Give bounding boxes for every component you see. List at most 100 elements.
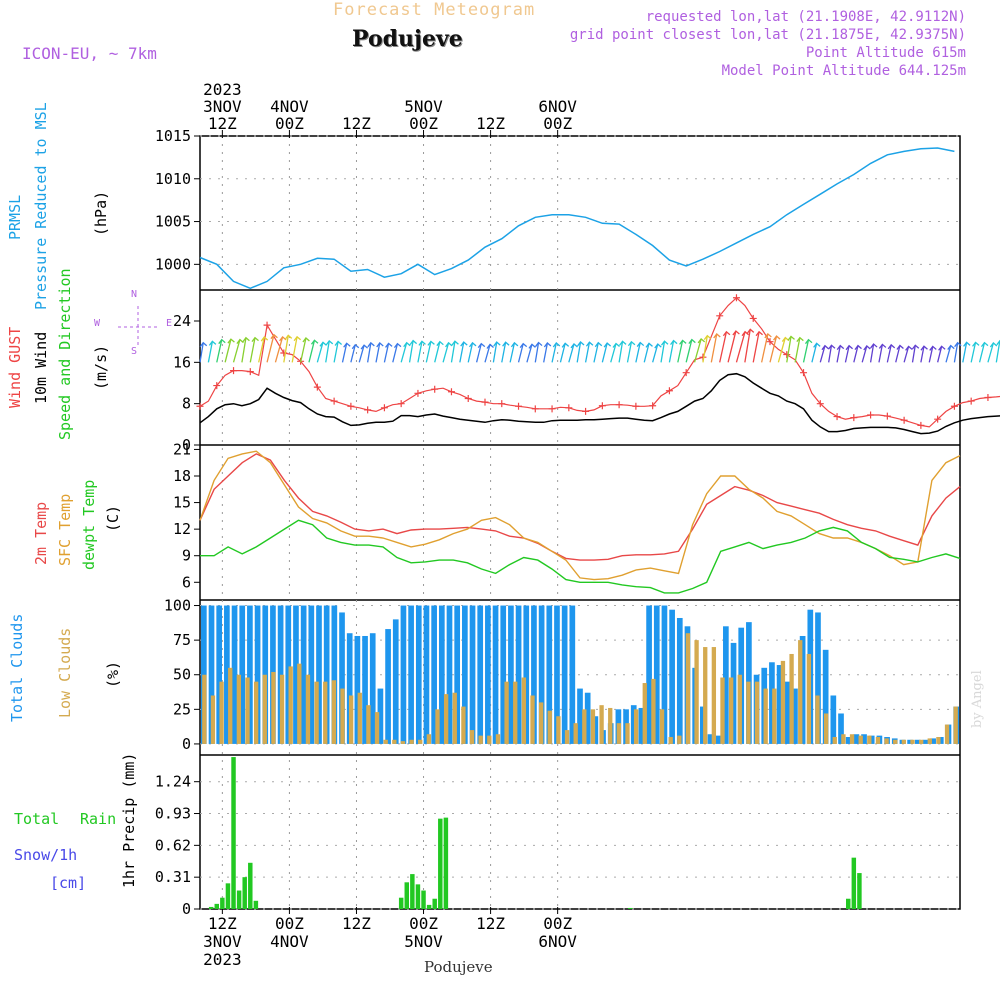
ylabel-2-5: 21 [173, 440, 191, 458]
wind-arrow [459, 341, 465, 363]
dewpt-label: dewpt Temp [80, 479, 98, 570]
wind-arrow [207, 341, 214, 363]
gust-marker [330, 397, 338, 405]
gust-marker [615, 401, 623, 409]
total-cloud-bar [224, 605, 230, 744]
low-cloud-bar [262, 674, 267, 744]
total-cloud-bar [438, 605, 445, 744]
low-cloud-bar [953, 706, 958, 744]
wind-arrow [367, 342, 372, 363]
precip-bar [438, 818, 443, 909]
low-cloud-bar [392, 739, 397, 744]
total-cloud-bar [699, 706, 706, 744]
gust-marker [313, 383, 321, 391]
total-cloud-bar [431, 605, 437, 744]
wind-arrow [777, 337, 786, 363]
low-cloud-bar [547, 710, 552, 744]
wind-arrow [425, 341, 432, 363]
wind-arrow [199, 342, 204, 363]
wind-arrow [559, 343, 566, 363]
time-bottom-label-4-0: 12Z [476, 914, 505, 933]
total-cloud-bar [423, 605, 430, 744]
gust-marker [230, 367, 238, 375]
precip-bar [857, 873, 862, 909]
low-cloud-bar [357, 692, 362, 744]
wind-arrow-head [773, 335, 781, 341]
precip-bar [851, 857, 857, 909]
low-cloud-bar [590, 709, 596, 744]
wind-arrow [392, 343, 399, 363]
gust-marker [850, 414, 858, 422]
temp2m-line [199, 453, 961, 561]
low-cloud-bar [703, 647, 708, 744]
requested-coords: requested lon,lat (21.1908E, 42.9112N) [645, 9, 966, 25]
wind-arrow-head [270, 333, 278, 340]
total-cloud-bar [500, 605, 507, 744]
wind-arrow-head [510, 341, 519, 348]
ylabel-1-2: 16 [173, 353, 191, 371]
total-cloud-bar [830, 695, 837, 744]
time-bottom-label-5-1: 6NOV [538, 932, 577, 951]
wind-arrow-head [619, 340, 627, 346]
pressure-line [199, 147, 955, 290]
wind-arrow-head [679, 339, 687, 345]
total-cloud-bar [815, 612, 821, 744]
wind-arrow [995, 340, 1000, 363]
wind-arrow-head [260, 336, 269, 342]
low-cloud-bar [918, 739, 924, 744]
total-cloud-bar [546, 605, 553, 744]
wind-arrow-head [746, 328, 755, 334]
gust-marker [833, 413, 841, 421]
total-label: Total [14, 810, 60, 828]
wind-arrow [752, 331, 760, 363]
low-cloud-bar [642, 683, 647, 744]
precip-bar [253, 900, 259, 909]
total-cloud-bar [316, 605, 322, 744]
precip-bar [443, 817, 449, 909]
wind-arrow [291, 336, 298, 363]
total-cloud-bar [592, 716, 599, 744]
total-cloud-bar [853, 734, 860, 744]
gust-line [199, 296, 1000, 428]
time-bottom-label-2-0: 12Z [342, 914, 371, 933]
low-cloud-bar [737, 674, 742, 744]
wind-label: 10m Wind [32, 331, 50, 404]
wind-arrow-head [627, 340, 636, 347]
compass-n: N [131, 289, 138, 300]
wind-arrow-head [813, 342, 821, 348]
low-cloud-bar [573, 723, 578, 744]
wind-arrow [945, 345, 952, 363]
low-cloud-bar [504, 681, 509, 744]
wind-arrow [794, 337, 801, 363]
wind-arrow [928, 346, 934, 363]
wind-arrow [358, 344, 365, 363]
total-cloud-bar [922, 739, 929, 744]
wind-arrow [802, 339, 810, 363]
low-cloud-bar [823, 713, 829, 744]
total-cloud-bar [799, 635, 806, 744]
precip-bar [398, 897, 404, 909]
low-cloud-bar [556, 716, 561, 744]
low-cloud-bar [668, 737, 673, 744]
low-cloud-bar [513, 681, 518, 744]
gust-marker [431, 385, 439, 393]
wind-arrow [970, 342, 977, 363]
wind-arrow-head [905, 345, 913, 351]
total-cloud-bar [415, 605, 422, 744]
low-cloud-bar [426, 734, 432, 744]
total-cloud-bar [293, 605, 299, 744]
wind-arrow-head [660, 340, 669, 346]
total-cloud-bar [331, 605, 338, 744]
low-cloud-bar [728, 677, 734, 744]
low-cloud-bar [875, 737, 881, 744]
wind-arrow-head [577, 341, 585, 347]
wind-arrow-head [519, 342, 528, 349]
wind-arrow-head [764, 332, 772, 339]
wind-arrow-head [561, 342, 570, 348]
gust-marker [917, 421, 925, 429]
total-cloud-bar [538, 605, 545, 744]
precip-bar [846, 898, 851, 909]
wind-arrow [844, 345, 850, 363]
wind-arrow-head [376, 342, 384, 348]
wind-arrow [869, 343, 875, 363]
